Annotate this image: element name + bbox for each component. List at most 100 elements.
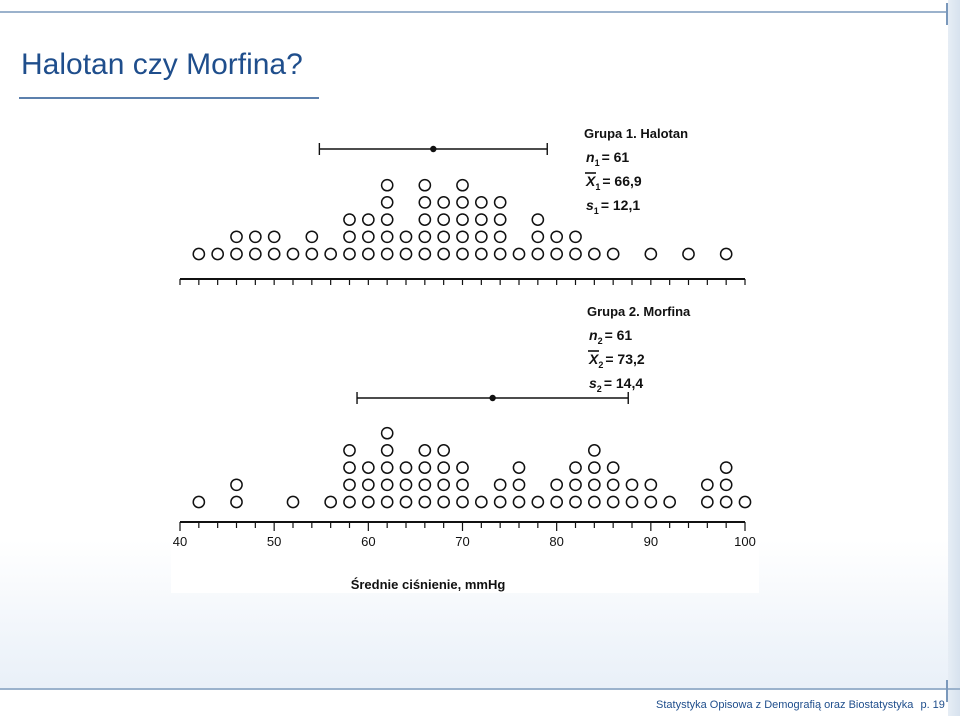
group-1-dot [230, 247, 243, 261]
group-1-dot [569, 247, 582, 261]
group-2-dot [644, 495, 658, 509]
group-1-dot [267, 247, 281, 261]
group-1-dot [399, 247, 413, 261]
group-1-dot [418, 213, 432, 226]
group-2-dot [719, 461, 733, 474]
group-1-stat: X1 = 66,9 [585, 173, 642, 192]
header-rule [0, 11, 960, 13]
group-2-dot [399, 478, 413, 492]
group-1-dot [550, 230, 564, 244]
group-1-dot [456, 230, 469, 244]
group-2-dot [569, 495, 582, 509]
group-1-dot [474, 213, 488, 226]
corner-mark-bottom [946, 680, 948, 702]
group-2-dot [230, 495, 243, 509]
group-1-dot [569, 230, 582, 244]
group-1-dot [267, 230, 281, 244]
x-tick-label: 80 [549, 534, 563, 549]
group-1-dot [361, 230, 375, 244]
group-1-dot [418, 178, 432, 192]
group-1-dot [418, 247, 432, 261]
group-1-dot [361, 213, 375, 226]
group-2-stat: X2 = 73,2 [588, 351, 645, 370]
x-tick-label: 100 [734, 534, 756, 549]
group-1-dot [324, 247, 338, 261]
group-1-dot [456, 178, 469, 192]
group-1-dot [512, 247, 526, 261]
group-2-dot [587, 444, 601, 457]
corner-mark-top [946, 3, 948, 25]
group-1-dot [493, 213, 507, 226]
group-2-dot [192, 495, 206, 509]
group-2-dot [531, 495, 545, 509]
group-1-dot [343, 230, 356, 244]
group-2-dot [418, 495, 432, 509]
x-tick-label: 50 [267, 534, 281, 549]
group-1-dot [343, 213, 356, 226]
group-2-dot [569, 478, 582, 492]
dot-plot-chart: Grupa 1. Halotan n1 = 61 X1 = 66,9 s1 = 12,1 40… [173, 126, 756, 592]
group-2-dot [456, 495, 469, 509]
group-2-dot [361, 495, 375, 509]
group-1-dot [474, 247, 488, 261]
slide-title: Halotan czy Morfina? [21, 48, 303, 81]
group-2-dot [380, 461, 394, 474]
group-2-dot [343, 461, 356, 474]
group-1-dot [248, 230, 262, 244]
group-2-dot [343, 444, 356, 457]
group-2-dot [343, 478, 356, 492]
group-2-dot [587, 461, 601, 474]
group-1-dot [399, 230, 413, 244]
group-1-dot [437, 213, 451, 226]
group-2-dot [418, 461, 432, 474]
group-1-dot [380, 230, 394, 244]
group-1-dot [305, 230, 319, 244]
group-1-dot [644, 247, 658, 261]
x-axis-label: Średnie ciśnienie, mmHg [351, 577, 506, 592]
group-2-dot [380, 478, 394, 492]
group-2-stat: s2 = 14,4 [589, 375, 643, 394]
group-1-dot [380, 178, 394, 192]
group-2-stat: n2 = 61 [589, 327, 632, 346]
group-2-dot [569, 461, 582, 474]
group-2-dot [437, 444, 451, 457]
group-2-dot [512, 495, 526, 509]
x-tick-label: 90 [644, 534, 658, 549]
group-2-dot [437, 495, 451, 509]
group-2-dot [286, 495, 300, 509]
group-2-dot [550, 495, 564, 509]
group-1-dot [456, 196, 469, 209]
group-1-mean-marker [430, 145, 437, 153]
group-2-dot [663, 495, 677, 509]
group-1-dot [456, 213, 469, 226]
group-2-mean-marker [489, 394, 496, 402]
group-2-dot [361, 478, 375, 492]
group-1-dot [192, 247, 206, 261]
group-2-dot [625, 495, 639, 509]
group-1-dot [380, 196, 394, 209]
group-1-dot [380, 213, 394, 226]
group-2-dot [550, 478, 564, 492]
group-1-dot [305, 247, 319, 261]
group-1-dot [474, 196, 488, 209]
group-1-dot [343, 247, 356, 261]
group-1-dot [437, 230, 451, 244]
group-1-dot [719, 247, 733, 261]
footer: Statystyka Opisowa z Demografią oraz Bio… [656, 699, 949, 711]
group-2-dot [700, 478, 714, 492]
group-2-dot [361, 461, 375, 474]
group-1-dot [587, 247, 601, 261]
group-2-dot [493, 495, 507, 509]
group-1-dot [380, 247, 394, 261]
x-tick-label: 60 [361, 534, 375, 549]
group-1-dot [286, 247, 300, 261]
group-1-name: Grupa 1. Halotan [584, 126, 688, 141]
group-2-dot [399, 495, 413, 509]
group-1-dot [230, 230, 243, 244]
group-1-dot [361, 247, 375, 261]
group-1-dot [456, 247, 469, 261]
group-2-dot [380, 495, 394, 509]
group-2-dot [587, 495, 601, 509]
group-2-name: Grupa 2. Morfina [587, 304, 691, 319]
group-2-dot [644, 478, 658, 492]
